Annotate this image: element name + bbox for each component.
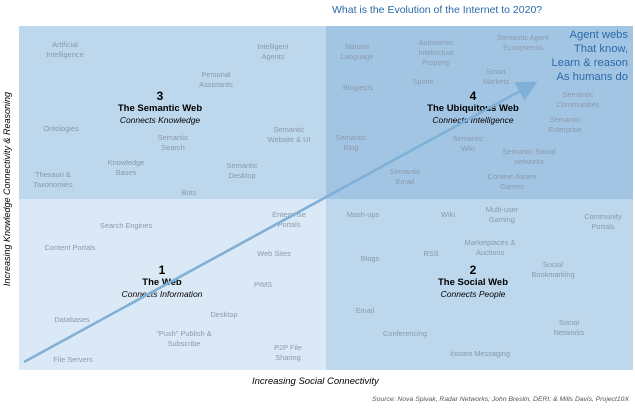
item-natural-language: Natural Language [340,42,374,61]
item-enterprise-portals: Enterprise Portals [272,210,306,229]
item-semantic-communities: Semantic Communities [556,90,600,109]
item-thesauri-taxonomies: Thesauri & Taxonomies [33,170,73,189]
quadrant-1-title: 1 The Web Connects Information [121,263,203,300]
item-knowledge-bases: Knowledge Bases [107,158,145,177]
quadrant-2-title: 2 The Social Web Connects People [437,263,509,300]
quadrant-2-subtitle: Connects People [440,289,506,299]
item-web-sites: Web Sites [257,249,291,258]
item-spime: Spime [412,77,434,86]
quadrant-1-name: The Web [142,277,182,288]
quadrant-3-subtitle: Connects Knowledge [119,115,201,125]
item-semantic-search: Semantic Search [157,133,189,152]
item-personal-assistants: Personal Assistants [199,70,233,89]
quadrant-1-subtitle: Connects Information [121,289,203,299]
item-social-bookmarking: Social Bookmarking [531,260,575,279]
source-credit: Source: Nova Spivak, Radar Networks; Joh… [372,396,629,403]
quadrant-3-number: 3 [156,89,164,103]
item-bots: Bots [181,188,197,197]
quadrant-2-number: 2 [469,263,477,277]
item-community-portals: Community Portals [584,212,622,231]
item-semantic-social-networks: Semantic Social networks [502,147,556,166]
item-semantic-blog: Semantic Blog [335,133,367,152]
quadrant-2-name: The Social Web [437,277,509,288]
callout-line-2: That know, [573,43,628,55]
item-blogs: Blogs [360,254,380,263]
item-semantic-enterprise: Semantic Enterprise [548,115,582,134]
callout-line-1: Agent webs [569,29,628,41]
item-mash-ups: Mash-ups [346,210,380,219]
item-semantic-email: Semantic Email [389,167,421,186]
item-semantic-agent-ecosystems: Semantic Agent Ecosystems [497,33,549,52]
quadrant-3-title: 3 The Semantic Web Connects Knowledge [117,89,203,126]
quadrant-4-name: The Ubiquitous Web [427,103,519,114]
quadrant-1-number: 1 [158,263,166,277]
item-ontologies: Ontologies [43,124,79,133]
quadrant-4-subtitle: Connects Intelligence [432,115,514,125]
item-push-publish-subscribe: "Push" Publish & Subscribe [156,329,212,348]
quadrant-4-title: 4 The Ubiquitous Web Connects Intelligen… [427,89,519,126]
item-blogjects: Blogjects [343,83,373,92]
item-multi-user-gaming: Multi-user Gaming [485,205,519,224]
item-databases: Databases [54,315,90,324]
item-context-aware-games: Context-Aware Games [487,172,537,191]
item-semantic-desktop: Semantic Desktop [226,161,258,180]
item-instant-messaging: Instant Messaging [450,349,510,358]
diagram-title: What is the Evolution of the Internet to… [332,4,543,16]
item-artificial-intelligence: Artificial Intelligence [46,40,84,59]
agent-webs-callout: Agent webs That know, Learn & reason As … [552,28,629,84]
item-email: Email [355,306,375,315]
item-marketplaces-auctions: Marketplaces & Auctions [464,238,516,257]
item-smart-markets: Smart Markets [482,67,510,86]
item-semantic-website-ui: Semantic Website & UI [267,125,311,144]
y-axis-label: Increasing Knowledge Connectivity & Reas… [2,91,12,287]
quadrant-3-name: The Semantic Web [117,103,203,114]
item-pims: PIMS [253,280,273,289]
item-file-servers: File Servers [53,355,93,364]
item-wiki: Wiki [441,210,455,219]
item-p2p-file-sharing: P2P File Sharing [274,343,302,362]
quadrant-4-number: 4 [469,89,477,103]
item-content-portals: Content Portals [44,243,96,252]
item-semantic-wiki: Semantic Wiki [452,134,484,153]
item-autonomic-ip: Autonomic Intellectual Property [418,38,454,67]
item-conferencing: Conferencing [383,329,427,338]
x-axis-label: Increasing Social Connectivity [252,376,379,387]
item-desktop: Desktop [210,310,238,319]
callout-line-3: Learn & reason [551,57,629,69]
item-rss: RSS [423,249,439,258]
item-intelligent-agents: Intelligent Agents [257,42,289,61]
item-search-engines: Search Engines [99,221,153,230]
callout-line-4: As humans do [556,71,628,83]
item-social-networks: Social Networks [553,318,585,337]
